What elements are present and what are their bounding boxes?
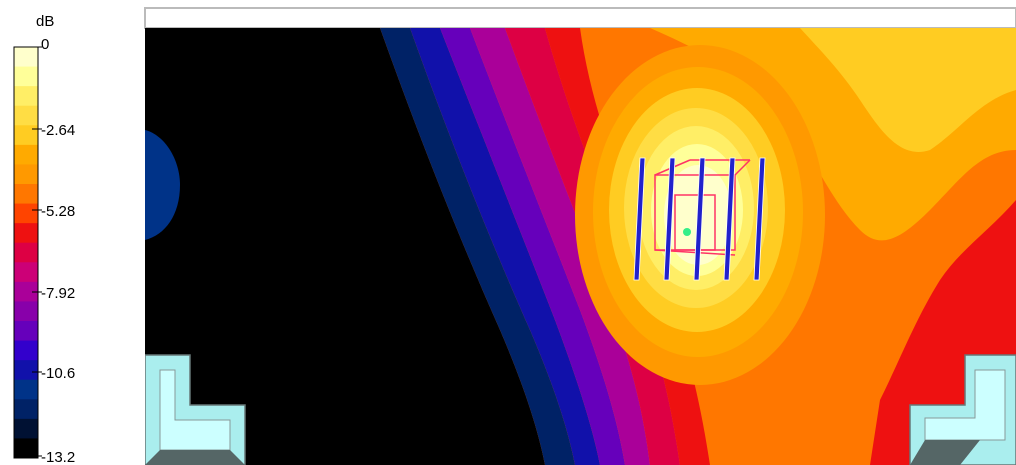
colorbar-band — [14, 399, 38, 420]
colorbar-band — [14, 203, 38, 224]
colorbar-band — [14, 262, 38, 283]
colorbar-band — [14, 125, 38, 146]
colorbar-band — [14, 184, 38, 205]
colorbar-tick-label: 0 — [41, 36, 49, 53]
colorbar-ticks: 0 -2.64 -5.28 -7.92 -10.6 -13.2 — [32, 36, 75, 465]
antenna-element — [753, 157, 766, 281]
antenna-array-marker — [633, 157, 766, 281]
colorbar-tick-label: -5.28 — [41, 203, 75, 220]
contour-upper-right-inner — [800, 28, 1016, 152]
colorbar-band — [14, 242, 38, 263]
contour-shadow-black — [145, 28, 545, 465]
frame-block-left — [145, 354, 246, 465]
colorbar-band — [14, 47, 38, 68]
colorbar-band — [14, 105, 38, 126]
antenna-frame-inner — [674, 194, 716, 251]
colorbar-band — [14, 418, 38, 439]
colorbar-tick-label: -10.6 — [41, 365, 75, 382]
colorbar-band — [14, 144, 38, 165]
colorbar: dB 0 -2.64 -5.28 -7.92 -10.6 -13.2 — [13, 13, 75, 465]
colorbar-band — [14, 360, 38, 381]
contour-band-purple — [470, 28, 650, 465]
colorbar-tick-label: -7.92 — [41, 285, 75, 302]
colorbar-bands — [13, 46, 39, 459]
colorbar-band — [14, 438, 38, 459]
antenna-element — [663, 157, 676, 281]
colorbar-unit: dB — [36, 13, 54, 30]
heatmap-field — [145, 28, 1016, 465]
colorbar-band — [14, 66, 38, 87]
colorbar-tick-label: -2.64 — [41, 122, 75, 139]
colorbar-band — [14, 164, 38, 185]
top-frame — [144, 7, 1016, 29]
colorbar-band — [14, 379, 38, 400]
frame-block-right — [909, 354, 1016, 465]
colorbar-tick-label: -13.2 — [41, 449, 75, 465]
colorbar-band — [14, 86, 38, 107]
colorbar-band — [14, 340, 38, 361]
contour-band-violet — [440, 28, 625, 465]
colorbar-band — [14, 301, 38, 322]
antenna-feed-point — [683, 228, 691, 236]
antenna-frame-edge — [734, 159, 751, 176]
antenna-element — [633, 157, 646, 281]
left-edge-blob — [145, 130, 180, 240]
antenna-element — [693, 157, 706, 281]
contour-band-blue — [410, 28, 600, 465]
contour-band-navy — [380, 28, 575, 465]
colorbar-border — [13, 46, 39, 459]
colorbar-band — [14, 281, 38, 302]
antenna-element — [723, 157, 736, 281]
colorbar-band — [14, 223, 38, 244]
colorbar-band — [14, 321, 38, 342]
